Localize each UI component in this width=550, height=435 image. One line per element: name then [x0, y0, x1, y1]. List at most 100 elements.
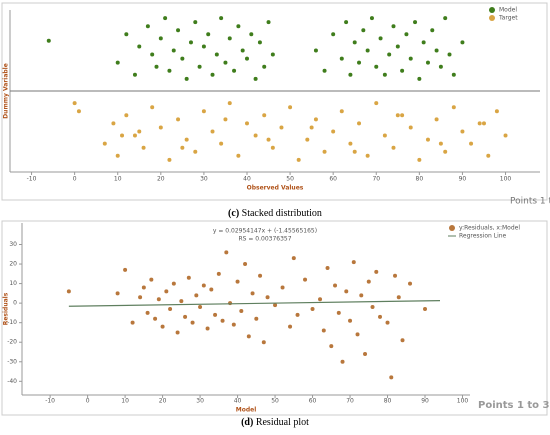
point: [425, 60, 430, 65]
point: [291, 256, 296, 261]
point: [279, 125, 284, 130]
point: [115, 291, 120, 296]
y-axis-label: Dummy Variable: [3, 63, 10, 119]
point: [130, 320, 135, 325]
point: [477, 121, 482, 126]
point: [158, 125, 163, 130]
point: [163, 16, 168, 21]
point: [400, 68, 405, 73]
point: [219, 141, 224, 146]
point: [235, 279, 240, 284]
point: [370, 305, 375, 310]
x-tick-label: 60: [329, 176, 337, 183]
point: [262, 113, 267, 118]
point: [481, 121, 486, 126]
point: [198, 305, 203, 310]
y-tick-label: -20: [7, 339, 17, 346]
point: [168, 307, 173, 311]
x-tick-label: -10: [27, 176, 37, 183]
x-tick-label: 30: [196, 398, 204, 405]
point: [137, 44, 142, 49]
point: [171, 281, 176, 286]
point: [167, 68, 172, 73]
point: [280, 285, 285, 290]
legend-label: Target: [498, 15, 518, 22]
point: [262, 64, 267, 69]
x-tick-label: 70: [346, 398, 354, 405]
legend-label: Regression Line: [459, 233, 507, 240]
point: [176, 117, 181, 122]
point: [261, 340, 266, 345]
point: [236, 153, 241, 158]
point: [391, 24, 396, 29]
point: [366, 279, 371, 284]
point: [190, 320, 195, 325]
point: [344, 20, 349, 25]
frame: [1, 2, 548, 201]
x-tick-label: 50: [271, 398, 279, 405]
point: [348, 141, 353, 146]
x-tick-label: -10: [45, 398, 55, 405]
point: [188, 40, 193, 45]
point: [460, 40, 465, 45]
point: [400, 113, 405, 118]
y-tick-label: 30: [9, 241, 17, 248]
point: [210, 129, 215, 134]
point: [443, 149, 448, 154]
point: [408, 125, 413, 130]
point: [115, 153, 120, 158]
point: [313, 117, 318, 122]
point: [145, 310, 150, 315]
point: [318, 297, 323, 302]
point: [253, 133, 258, 138]
point: [313, 48, 318, 53]
point: [408, 56, 413, 61]
point: [171, 48, 176, 53]
point: [460, 129, 465, 134]
x-tick-label: 40: [243, 176, 251, 183]
point: [132, 133, 137, 138]
point: [193, 20, 198, 25]
point: [213, 312, 218, 317]
x-tick-label: 20: [159, 398, 167, 405]
point: [413, 20, 418, 25]
point: [141, 145, 146, 150]
point: [361, 28, 366, 33]
x-tick-label: 30: [200, 176, 208, 183]
chart-subtitle: RS = 0.00376357: [238, 236, 291, 243]
point: [396, 295, 401, 300]
point: [355, 332, 360, 337]
point: [333, 283, 338, 288]
point: [423, 307, 428, 311]
point: [374, 269, 379, 274]
x-tick-label: 90: [459, 176, 467, 183]
point: [296, 157, 301, 162]
point: [216, 271, 221, 276]
point: [322, 149, 327, 154]
point: [352, 40, 357, 45]
y-tick-label: -30: [7, 358, 17, 365]
point: [363, 351, 368, 356]
point: [357, 60, 362, 65]
point: [167, 157, 172, 162]
point: [310, 307, 315, 311]
point: [175, 330, 180, 335]
legend-label: Model: [499, 7, 517, 14]
point: [258, 273, 263, 278]
point: [153, 316, 158, 321]
point: [365, 48, 370, 53]
point: [469, 141, 474, 146]
point: [239, 308, 244, 313]
point: [270, 145, 275, 150]
point: [183, 314, 188, 319]
point: [231, 322, 236, 327]
point: [197, 64, 202, 69]
chart-title: y = 0.02954147x + (-1.45565165): [213, 228, 317, 235]
point: [72, 101, 77, 106]
caption-text: Stacked distribution: [239, 208, 322, 219]
y-tick-label: 10: [9, 280, 17, 287]
point: [322, 68, 327, 73]
point: [120, 133, 125, 138]
point: [179, 299, 184, 304]
point: [115, 60, 120, 65]
